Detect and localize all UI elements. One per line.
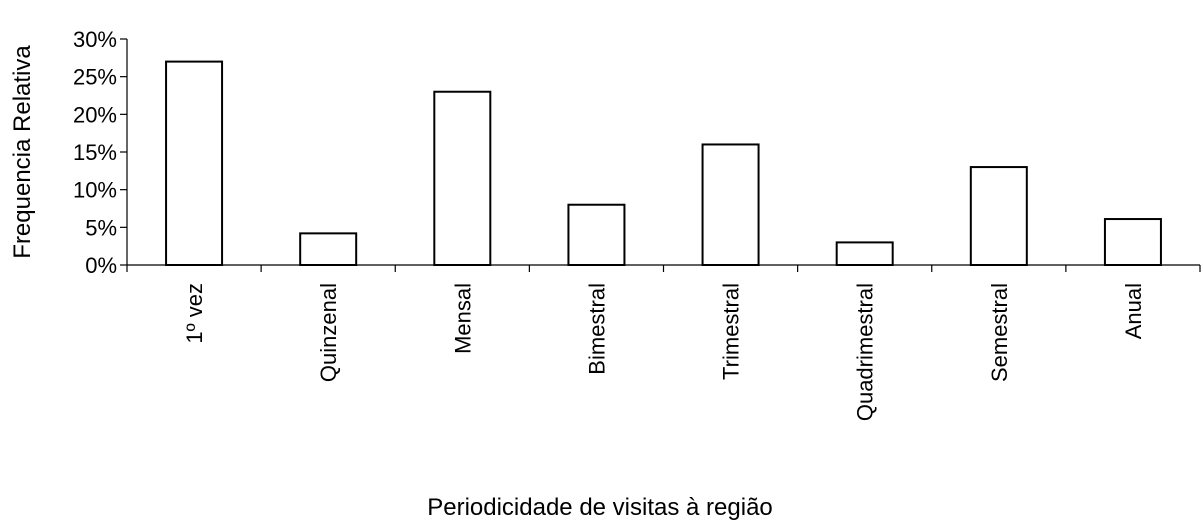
category-label: Quinzenal [316, 283, 341, 382]
y-tick-label: 25% [73, 65, 117, 90]
bar [835, 241, 894, 266]
bars [165, 60, 1162, 267]
category-labels: 1º vez Quinzenal Mensal Bimestral Trimestral… [182, 283, 1146, 421]
category-label: Bimestral [584, 283, 609, 375]
y-axis-ticks: 0% 5% 10% 15% 20% 25% 30% [73, 27, 127, 278]
x-axis-ticks [126, 265, 1201, 272]
category-label: Anual [1121, 283, 1146, 339]
y-tick-label: 10% [73, 178, 117, 203]
category-label: 1º vez [182, 283, 207, 344]
bar [433, 90, 492, 266]
y-tick-label: 15% [73, 140, 117, 165]
bar [299, 232, 358, 266]
y-tick-label: 5% [85, 215, 117, 240]
category-label: Semestral [987, 283, 1012, 382]
bar [969, 166, 1028, 266]
y-axis-title: Frequencia Relativa [9, 45, 36, 259]
y-tick-label: 20% [73, 102, 117, 127]
category-label: Quadrimestral [853, 283, 878, 421]
bar [567, 203, 626, 267]
bar [701, 143, 760, 266]
bar [165, 60, 224, 266]
y-tick-label: 0% [85, 253, 117, 278]
bar [1103, 218, 1162, 266]
y-tick-label: 30% [73, 27, 117, 52]
category-label: Trimestral [719, 283, 744, 380]
category-label: Mensal [450, 283, 475, 354]
x-axis-title: Periodicidade de visitas à região [427, 494, 773, 521]
